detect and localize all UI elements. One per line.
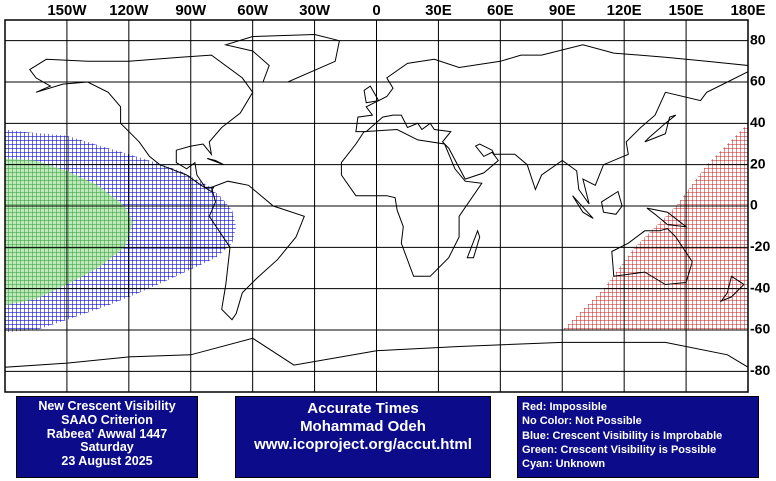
coastline: [600, 190, 623, 215]
lon-label: 30W: [299, 2, 331, 19]
lat-label: -60: [750, 321, 770, 337]
lat-label: 20: [750, 155, 766, 171]
grid: [5, 20, 749, 392]
lon-label: 90E: [549, 2, 576, 19]
lat-label: 0: [750, 197, 758, 213]
lon-label: 180E: [730, 2, 765, 19]
legend-item: Red: Impossible: [522, 401, 607, 413]
info-line: 23 August 2025: [61, 454, 153, 468]
lat-label: 40: [750, 114, 766, 130]
legend: Red: Impossible No Color: Not Possible Blu…: [517, 396, 759, 478]
coastline: [719, 275, 745, 303]
map-frame: [4, 19, 749, 393]
lon-label: 90W: [175, 2, 207, 19]
coastline: [646, 207, 688, 228]
coastline: [644, 114, 677, 143]
coastline: [207, 158, 225, 166]
lat-label: 60: [750, 73, 766, 89]
map: 150W 120W 90W 60W 30W 0 30E 60E 90E 120E 150E 180E 8…: [4, 2, 770, 393]
impossible-region: [562, 123, 748, 330]
lon-label: 150W: [47, 2, 87, 19]
legend-item: Green: Crescent Visibility is Possible: [522, 443, 717, 456]
possible-region: [5, 158, 133, 306]
info-line: Rabeea' Awwal 1447: [46, 426, 168, 441]
info-line: Saturday: [80, 440, 134, 455]
lon-label: 30E: [425, 2, 452, 19]
coastline: [611, 228, 693, 286]
coastline: [29, 54, 254, 193]
coastline: [340, 128, 483, 277]
info-box: New Crescent Visibility SAAO Criterion Rab…: [16, 396, 198, 478]
regions: [5, 123, 748, 333]
lon-label: 120W: [109, 2, 149, 19]
lat-label: -40: [750, 279, 770, 295]
coastline: [223, 33, 340, 83]
legend-item: No Color: Not Possible: [522, 415, 642, 428]
legend-item: Blue: Crescent Visibility is Improbable: [522, 429, 723, 442]
info-line: New Crescent Visibility: [38, 399, 176, 413]
info-line: SAAO Criterion: [61, 412, 153, 427]
lon-label: 150E: [669, 2, 704, 19]
legend-item: Cyan: Unknown: [522, 458, 606, 471]
lon-label: 60W: [237, 2, 269, 19]
lon-label: 120E: [607, 2, 642, 19]
credit-box: Accurate Times Mohammad Odeh www.icoprojec…: [235, 396, 491, 478]
coastline: [363, 85, 380, 104]
coastline: [572, 195, 594, 219]
credit-line: Mohammad Odeh: [300, 418, 426, 435]
lon-label: 60E: [487, 2, 514, 19]
lon-label: 0: [372, 2, 380, 19]
coastline: [466, 229, 481, 259]
credit-line: www.icoproject.org/accut.html: [254, 436, 472, 453]
lat-label: -80: [750, 362, 770, 378]
lat-label: -20: [750, 238, 770, 254]
lat-label: 80: [750, 31, 766, 47]
coastline: [355, 44, 749, 205]
credit-line: Accurate Times: [307, 400, 419, 417]
coastline: [208, 180, 305, 321]
